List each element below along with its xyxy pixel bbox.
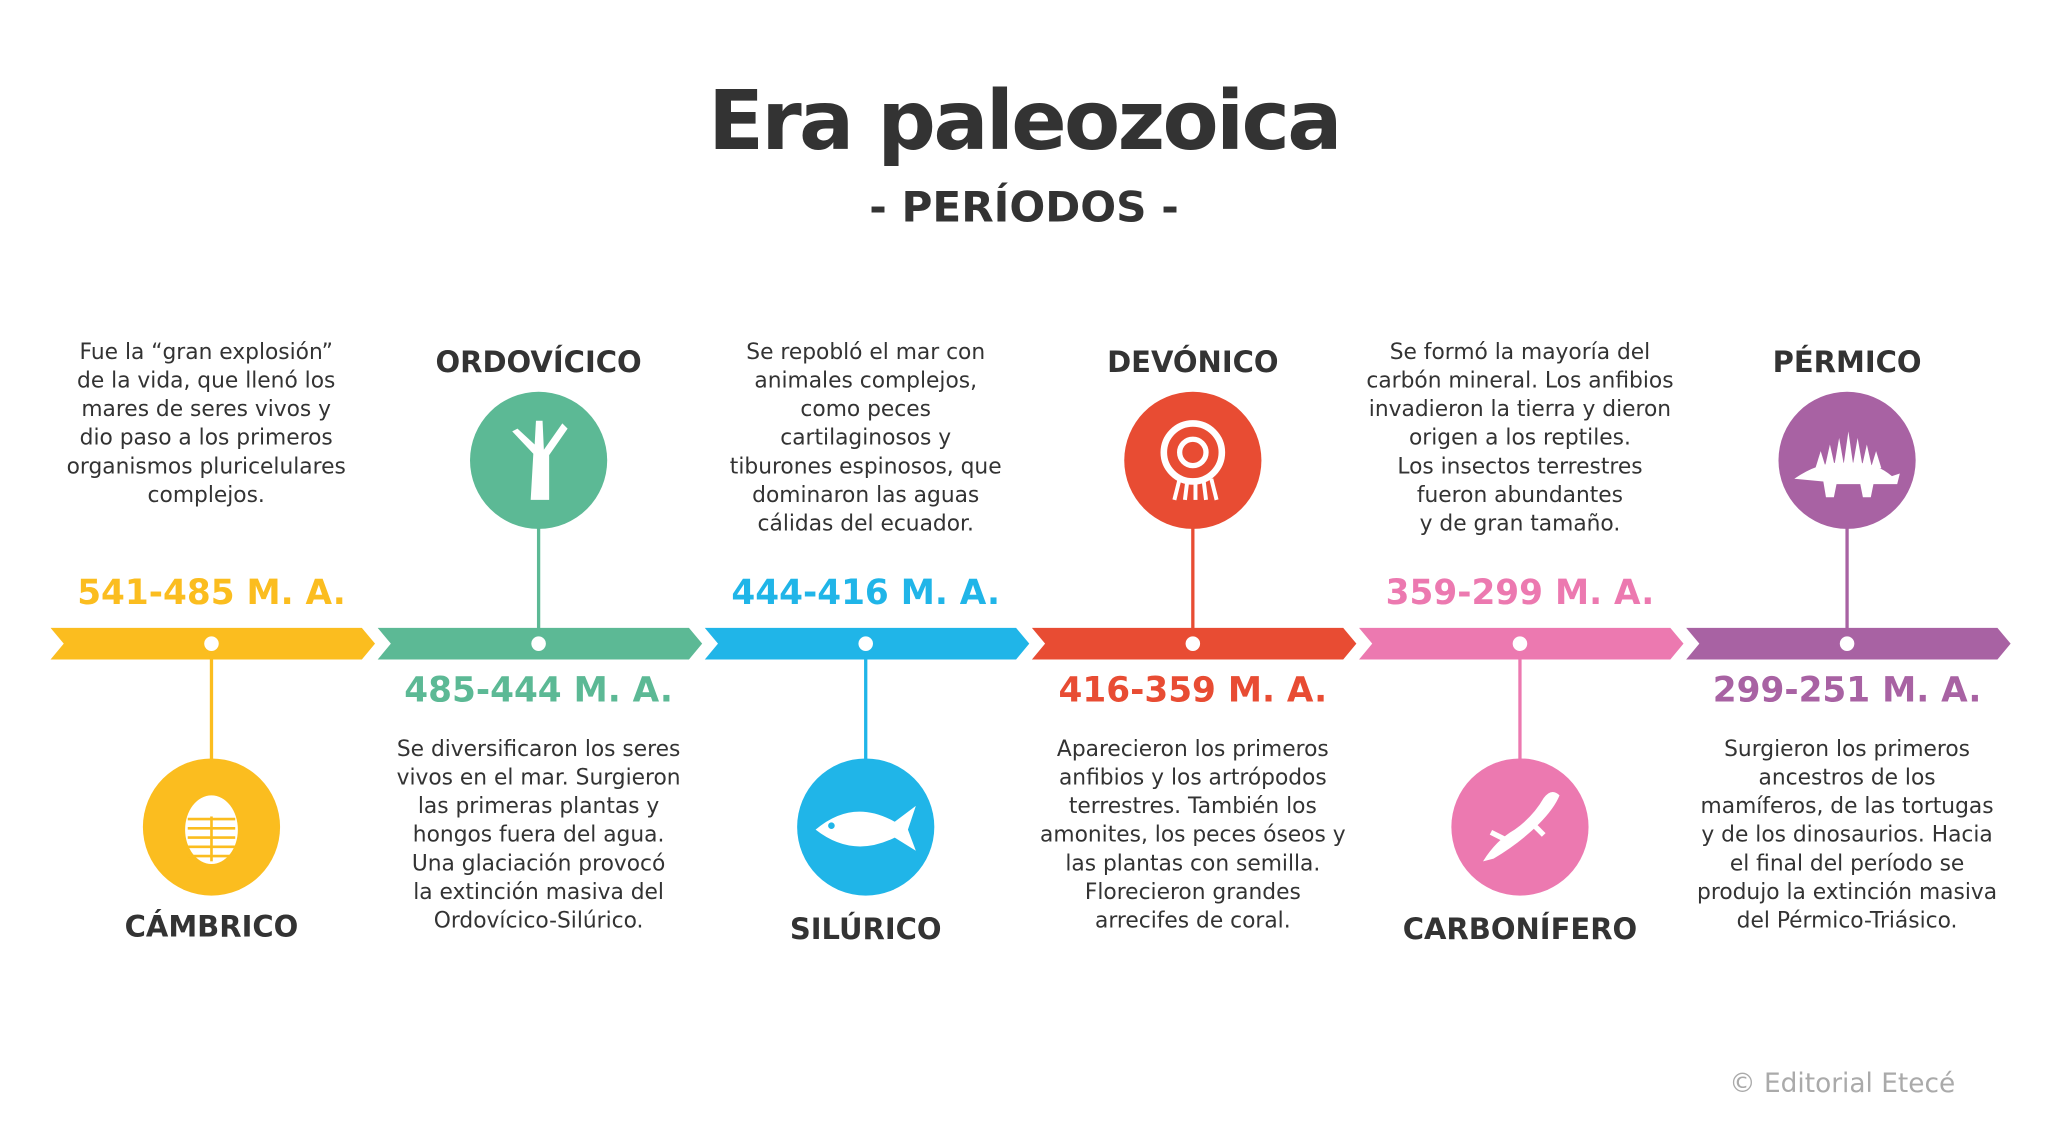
period-name: CÁMBRICO [125, 910, 299, 944]
period-description: Ordovícico-Silúrico. [434, 909, 644, 934]
period-description: como peces [800, 397, 931, 422]
period-description: arrecifes de coral. [1095, 909, 1291, 934]
icon-line [1201, 478, 1208, 501]
icon-circle [1124, 391, 1262, 529]
icon-shape [1177, 436, 1209, 469]
period-description: amonites, los peces óseos y [1040, 823, 1346, 848]
timeline-dot [858, 636, 873, 651]
period-description: anfibios y los artrópodos [1059, 765, 1327, 790]
icon-plate [1824, 444, 1836, 469]
period-name: DEVÓNICO [1107, 345, 1278, 379]
period-description: produjo la extinción masiva [1697, 880, 1997, 905]
period-description: Se formó la mayoría del [1390, 340, 1650, 365]
period-description: cartilaginosos y [780, 426, 951, 451]
icon-shape [512, 420, 568, 500]
period-description: mares de seres vivos y [81, 397, 331, 422]
icon-line [1172, 478, 1182, 501]
period-dates: 359-299 M. A. [1386, 573, 1655, 613]
period-description: Surgieron los primeros [1724, 737, 1970, 762]
period-dates: 444-416 M. A. [731, 573, 1000, 613]
icon [1160, 420, 1226, 501]
icon-plate [1852, 437, 1863, 469]
period-description: ancestros de los [1759, 765, 1936, 790]
period-name: ORDOVÍCICO [436, 345, 642, 379]
period-name: PÉRMICO [1773, 345, 1922, 379]
timeline-dot [1512, 636, 1528, 651]
credit: © Editorial Etecé [1729, 1069, 1955, 1099]
icon-plate [1870, 451, 1882, 469]
period-name: SILÚRICO [790, 912, 942, 946]
period-description: hongos fuera del agua. [413, 823, 665, 848]
period-description: vivos en el mar. Surgieron [397, 765, 681, 790]
period-description: y de gran tamaño. [1420, 512, 1621, 537]
period-description: dominaron las aguas [752, 483, 979, 508]
period-description: la extinción masiva del [413, 880, 664, 905]
period-description: mamíferos, de las tortugas [1701, 794, 1994, 819]
period-dates: 416-359 M. A. [1059, 671, 1328, 711]
period-description: invadieron la tierra y dieron [1369, 397, 1671, 422]
icon-plate [1815, 451, 1826, 469]
period-description: carbón mineral. Los anfibios [1366, 368, 1673, 393]
period-description: complejos. [148, 483, 265, 508]
icon-shape [1160, 420, 1226, 485]
period-description: terrestres. También los [1069, 794, 1317, 819]
period-description: las plantas con semilla. [1065, 851, 1320, 876]
icon-plate [1843, 431, 1854, 469]
period-description: Se diversificaron los seres [397, 737, 680, 762]
period-description: organismos pluricelulares [67, 454, 346, 479]
period-description: dio paso a los primeros [80, 426, 333, 451]
period-description: Se repobló el mar con [746, 340, 985, 365]
icon [185, 795, 238, 864]
period-description: del Pérmico-Triásico. [1737, 909, 1958, 934]
timeline-dot [1839, 636, 1855, 651]
period-description: fueron abundantes [1417, 483, 1623, 508]
icon [1794, 431, 1900, 498]
icon [512, 420, 568, 500]
period-description: de la vida, que llenó los [77, 368, 335, 393]
timeline-dot [1185, 636, 1201, 651]
period-description: y de los dinosaurios. Hacia [1701, 823, 1992, 848]
icon-line [1528, 819, 1546, 837]
period-description: Una glaciación provocó [412, 851, 665, 876]
period-description: tiburones espinosos, que [730, 454, 1002, 479]
period-name: CARBONÍFERO [1403, 912, 1637, 946]
icon-shape [1483, 791, 1560, 862]
timeline-dot [204, 636, 219, 651]
period-description: Aparecieron los primeros [1057, 737, 1329, 762]
icon-plate [1833, 437, 1845, 469]
period-description: cálidas del ecuador. [758, 512, 974, 537]
subtitle: - PERÍODOS - [869, 182, 1178, 232]
title: Era paleozoica [708, 74, 1340, 169]
icon-line [1209, 478, 1219, 501]
period-description: Florecieron grandes [1085, 880, 1301, 905]
period-dates: 541-485 M. A. [77, 573, 346, 613]
period-description: Fue la “gran explosión” [80, 340, 333, 365]
icon-shape [1794, 462, 1900, 498]
timeline-dot [531, 636, 546, 651]
icon [1483, 791, 1560, 862]
icon-line [1489, 829, 1508, 843]
icon-shape [815, 805, 916, 851]
period-description: origen a los reptiles. [1409, 426, 1631, 451]
period-dates: 485-444 M. A. [404, 671, 673, 711]
period-description: las primeras plantas y [418, 794, 660, 819]
period-description: animales complejos, [754, 368, 977, 393]
period-description: Los insectos terrestres [1397, 454, 1642, 479]
period-description: el final del período se [1730, 851, 1964, 876]
icon-line [1182, 478, 1190, 501]
period-dates: 299-251 M. A. [1713, 671, 1982, 711]
icon [815, 805, 916, 851]
icon-eye [828, 822, 835, 830]
icon-plate [1861, 444, 1873, 469]
